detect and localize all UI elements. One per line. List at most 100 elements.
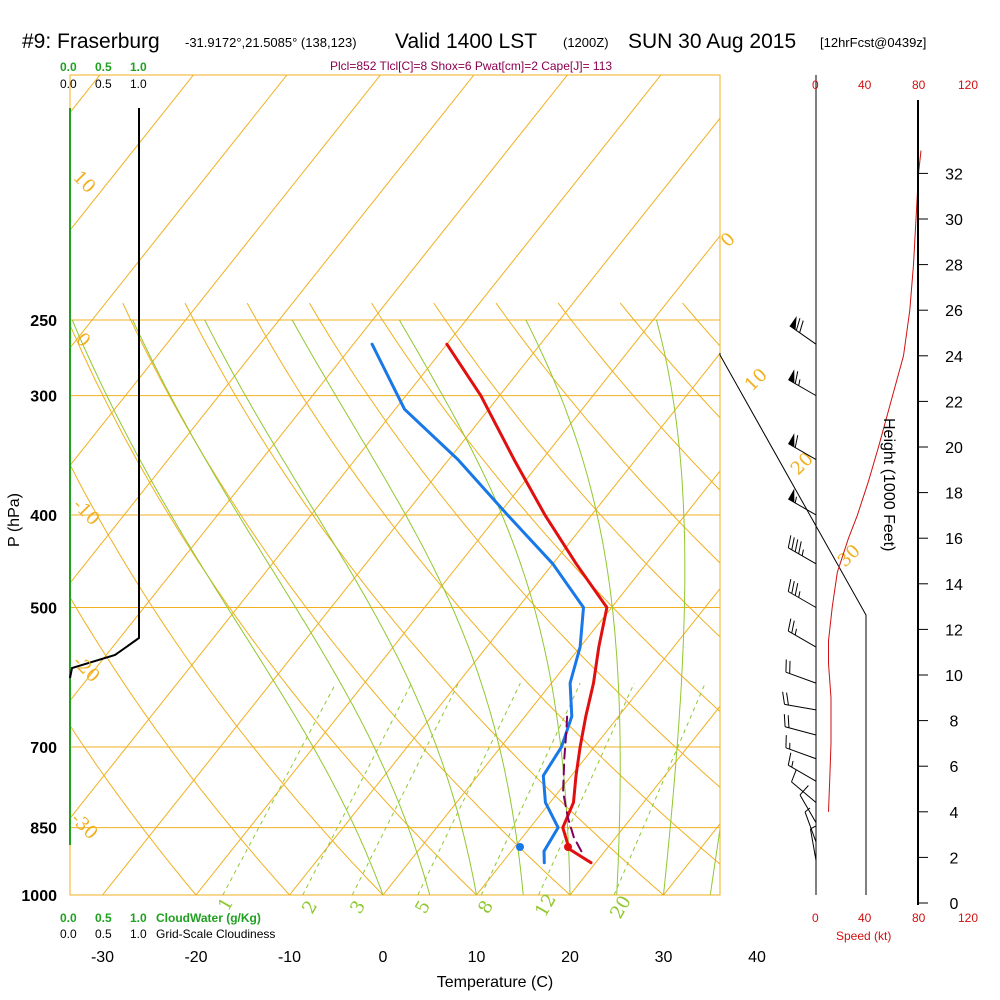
mixing-ratio-label: 20: [606, 892, 636, 922]
isotherm-label: -20: [68, 652, 103, 687]
forecast-info: [12hrFcst@0439z]: [820, 35, 926, 50]
wind-speed-profile: [828, 150, 922, 812]
mixing-ratio-line: [351, 682, 459, 895]
wind-barb-feather: [786, 692, 789, 706]
mixing-ratio-label: 5: [411, 897, 435, 917]
dry-adiabat-line: [807, 303, 1000, 915]
station-coords: -31.9172°,21.5085° (138,123): [185, 35, 357, 50]
temperature-tick-label: -20: [184, 949, 207, 966]
height-tick-label: 22: [945, 394, 963, 411]
wind-barb: [788, 433, 817, 460]
cloud-water-tick: 1.0: [130, 60, 147, 74]
isotherm-label: 10: [741, 364, 772, 395]
wind-barb-staff: [788, 379, 817, 397]
wind-barb-feather: [791, 769, 797, 783]
temperature-tick-label: 30: [655, 949, 673, 966]
cloudiness-tick: 1.0: [130, 77, 147, 91]
pressure-tick-label: 1000: [21, 888, 57, 905]
wind-barb-staff: [799, 794, 817, 823]
pressure-tick-label: 500: [30, 601, 57, 618]
moist-adiabat-line: [291, 319, 524, 895]
cloudiness-scale-top: 0.0 0.5 1.0: [60, 77, 147, 91]
isotherm-line: [289, 352, 720, 895]
wind-barb-staff: [785, 747, 817, 760]
isotherm-line: [70, 75, 194, 232]
wind-barb-feather: [794, 539, 799, 552]
isotherm-label: 0: [71, 329, 94, 352]
dry-adiabat-line: [931, 303, 1000, 915]
pressure-tick-label: 250: [30, 313, 57, 330]
wind-barb-feather: [799, 785, 809, 796]
temperature-tick-label: 10: [468, 949, 486, 966]
wind-barb-feather: [794, 435, 799, 448]
temperature-tick-label: -30: [91, 949, 114, 966]
dry-adiabat-line: [122, 302, 571, 895]
wind-barb: [787, 535, 817, 565]
wind-barb-staff: [791, 781, 817, 803]
mixing-ratio-line: [302, 682, 413, 895]
height-tick-label: 20: [945, 440, 963, 457]
isotherm-line: [70, 75, 475, 584]
plot-frame: [69, 74, 721, 896]
isotherm-line: [476, 587, 720, 895]
speed-tick: 80: [912, 911, 926, 925]
dry-adiabat-line: [869, 303, 1000, 915]
y-axis-label: P (hPa): [6, 493, 23, 547]
wind-barb-feather: [787, 715, 790, 728]
wind-barb-half-feather: [804, 807, 811, 813]
wind-barb-feather: [795, 318, 801, 331]
isotherm-line: [102, 117, 720, 895]
hodograph-envelope: [719, 353, 867, 895]
speed-tick: 0: [812, 78, 819, 92]
pressure-tick-label: 300: [30, 389, 57, 406]
dry-adiabat-line: [70, 596, 291, 895]
height-tick-label: 16: [945, 531, 963, 548]
cloudiness-tick: 0.0: [60, 77, 77, 91]
moist-adiabat-line: [204, 319, 477, 895]
isotherm-line: [70, 75, 288, 349]
wind-barb-feather: [791, 537, 795, 550]
wind-barb: [783, 714, 817, 736]
height-tick-label: 2: [950, 850, 959, 867]
height-tick-label: 32: [945, 166, 963, 183]
cloudiness-tick: 0.5: [95, 77, 112, 91]
wind-barb-half-feather: [791, 760, 794, 768]
mixing-ratio-label: 2: [298, 897, 322, 917]
wind-barb-feather: [787, 752, 792, 766]
wind-barb-feather: [791, 581, 795, 594]
wind-barb: [787, 618, 817, 648]
wind-barb: [782, 691, 817, 711]
wind-barb: [785, 659, 817, 684]
dry-adiabat-line: [308, 302, 720, 788]
isotherm-line: [382, 470, 720, 895]
isotherm-line: [70, 75, 568, 702]
wind-barb-feather: [799, 320, 804, 333]
wind-barb: [789, 315, 817, 345]
dry-adiabat-line: [70, 463, 384, 895]
wind-barb-half-feather: [798, 591, 801, 598]
wind-barb-feather: [794, 371, 799, 384]
wind-barb-feather: [791, 620, 795, 634]
wind-barb: [791, 769, 817, 803]
dry-adiabat-line: [371, 302, 720, 713]
mixing-ratio-lines: [222, 682, 706, 895]
speed-tick: 40: [858, 78, 872, 92]
temperature-axis: -30 -20 -10 0 10 20 30 40: [91, 949, 766, 966]
cloud-water-tick: 1.0: [130, 911, 147, 925]
wind-barb-feather: [798, 541, 802, 554]
dry-adiabat-line: [495, 302, 720, 564]
mixing-ratio-label: 3: [346, 897, 370, 917]
wind-barb-staff: [804, 811, 817, 843]
wind-barb-staff: [788, 591, 817, 608]
cloudiness-tick: 0.5: [95, 927, 112, 941]
isotherm-line: [0, 75, 6, 895]
moist-adiabat-line: [709, 825, 720, 895]
isotherm-line: [70, 75, 381, 467]
temperature-tick-label: 20: [561, 949, 579, 966]
cloud-water-tick: 0.0: [60, 911, 77, 925]
height-tick-label: 10: [945, 668, 963, 685]
x-axis-label: Temperature (C): [437, 974, 553, 991]
wind-barb: [804, 807, 817, 843]
cloud-water-scale-bottom: 0.0 0.5 1.0 CloudWater (g/Kg): [60, 911, 261, 925]
isotherm-label: 20: [787, 448, 818, 479]
